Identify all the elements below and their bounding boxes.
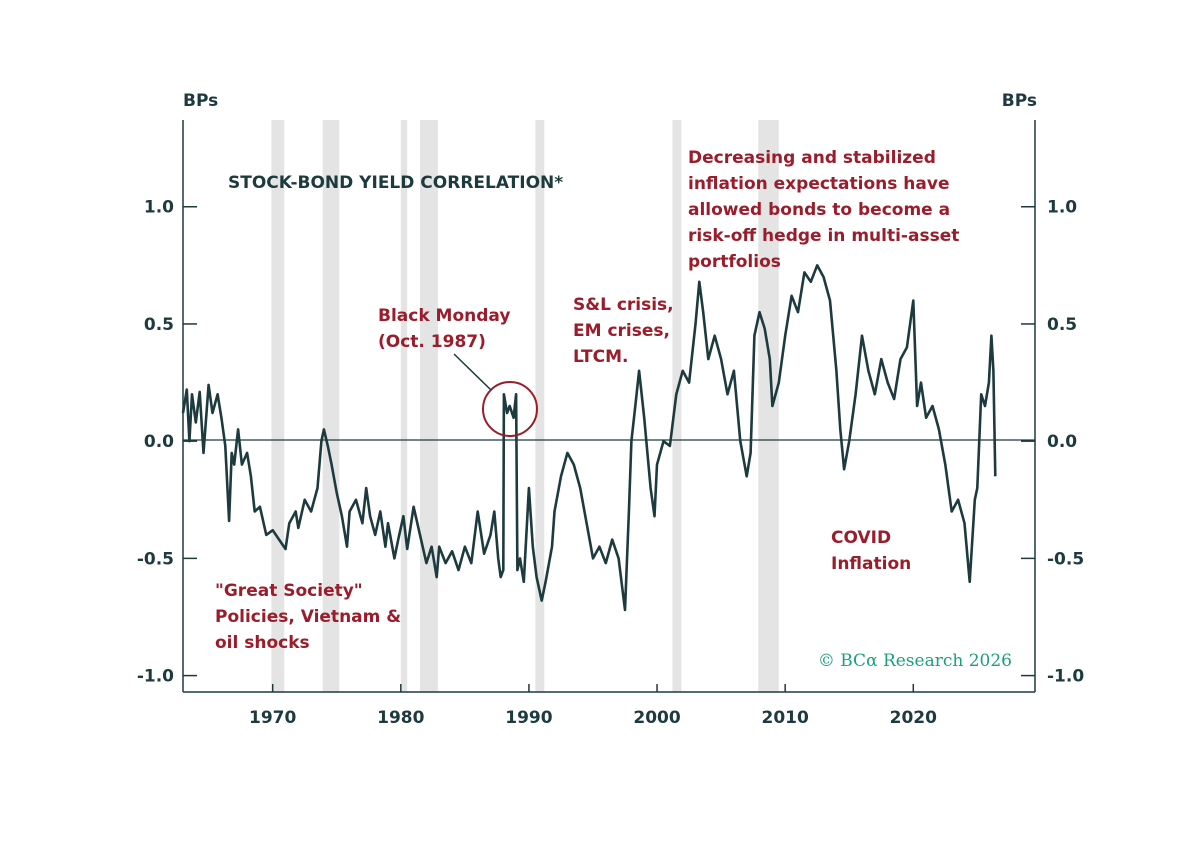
recession-shading	[271, 120, 779, 692]
x-axis: 1970 1980 1990 2000 2010 2020	[249, 684, 937, 728]
annotation-great-society: "Great Society" Policies, Vietnam & oil …	[215, 581, 407, 653]
annotation-decreasing: Decreasing and stabilized inflation expe…	[688, 148, 965, 272]
y-tick-label-left: 0.0	[144, 432, 174, 452]
x-tick-label: 2010	[762, 708, 809, 728]
y-tick-label-right: 0.5	[1047, 315, 1077, 335]
x-tick-label: 1990	[505, 708, 552, 728]
recession-band-6	[758, 120, 779, 692]
recession-band-5	[672, 120, 682, 692]
recession-band-2	[400, 120, 408, 692]
recession-band-0	[271, 120, 285, 692]
annotation-black-monday-line-1: Black Monday	[378, 306, 510, 326]
annotation-black-monday: Black Monday (Oct. 1987)	[378, 306, 516, 352]
annotation-sl-crisis-line-2: EM crises,	[573, 321, 670, 341]
annotation-sl-crisis: S&L crisis, EM crises, LTCM.	[573, 295, 680, 367]
annotation-black-monday-line-2: (Oct. 1987)	[378, 332, 486, 352]
y-tick-label-left: -0.5	[137, 549, 174, 569]
y-tick-label-right: -1.0	[1047, 667, 1084, 687]
annotation-decreasing-line-2: inflation expectations have	[688, 174, 949, 194]
annotation-covid: COVID Inflation	[831, 528, 911, 574]
recession-band-1	[322, 120, 340, 692]
annotation-sl-crisis-line-3: LTCM.	[573, 347, 628, 367]
copyright-text: © BCα Research 2026	[818, 651, 1012, 671]
x-tick-label: 2020	[890, 708, 937, 728]
black-monday-circle	[482, 381, 538, 437]
recession-band-3	[420, 120, 438, 692]
x-tick-label: 1980	[377, 708, 424, 728]
chart-title: STOCK-BOND YIELD CORRELATION*	[228, 173, 563, 193]
annotation-covid-line-2: Inflation	[831, 554, 911, 574]
black-monday-pointer	[453, 353, 492, 391]
y-unit-right: BPs	[1002, 91, 1037, 111]
y-tick-label-left: 1.0	[144, 198, 174, 218]
y-tick-label-left: -1.0	[137, 667, 174, 687]
series-line	[181, 264, 997, 612]
y-unit-left: BPs	[183, 91, 218, 111]
annotation-sl-crisis-line-1: S&L crisis,	[573, 295, 674, 315]
annotation-great-society-line-2: Policies, Vietnam &	[215, 607, 401, 627]
annotation-decreasing-line-1: Decreasing and stabilized	[688, 148, 936, 168]
annotation-great-society-line-3: oil shocks	[215, 633, 310, 653]
y-tick-label-left: 0.5	[144, 315, 174, 335]
annotation-decreasing-line-3: allowed bonds to become a	[688, 200, 950, 220]
x-tick-label: 1970	[249, 708, 296, 728]
y-tick-label-right: 0.0	[1047, 432, 1077, 452]
recession-band-4	[535, 120, 545, 692]
annotation-great-society-line-1: "Great Society"	[215, 581, 363, 601]
y-tick-label-right: -0.5	[1047, 549, 1084, 569]
x-tick-label: 2000	[633, 708, 680, 728]
annotation-covid-line-1: COVID	[831, 528, 891, 548]
annotation-decreasing-line-4: risk-off hedge in multi-asset	[688, 226, 959, 246]
y-tick-label-right: 1.0	[1047, 198, 1077, 218]
annotation-decreasing-line-5: portfolios	[688, 252, 781, 272]
